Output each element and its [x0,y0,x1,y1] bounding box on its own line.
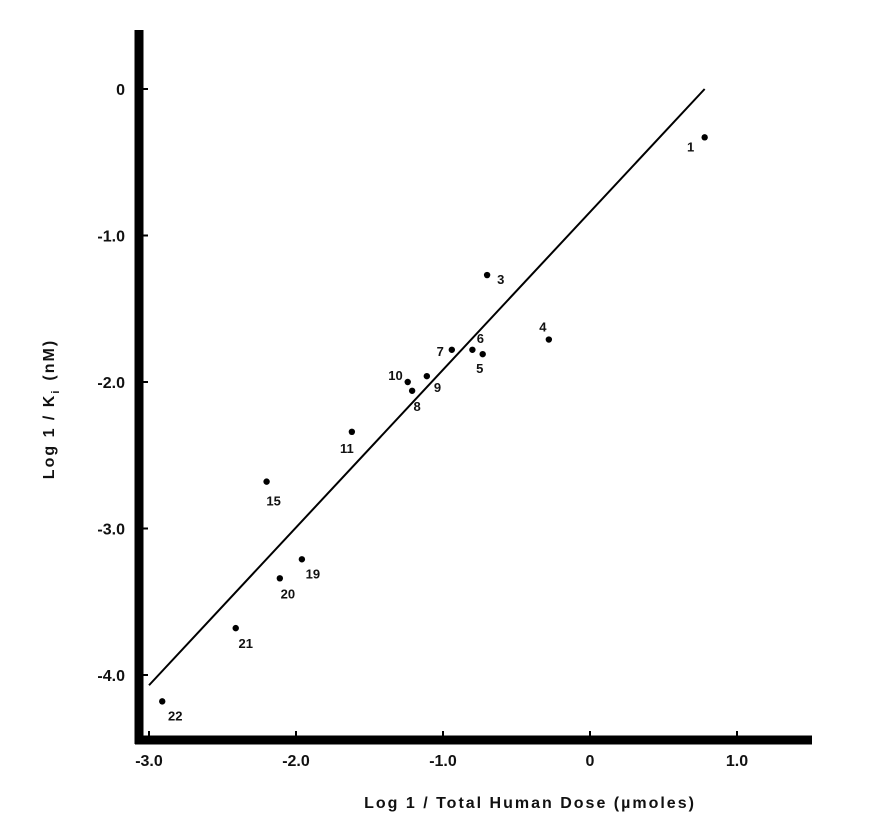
y-tick-label: 0 [116,82,125,99]
data-point-label: 22 [168,708,182,723]
data-point-label: 21 [238,636,252,651]
data-point-label: 9 [434,380,441,395]
y-tick-label: -1.0 [97,229,125,246]
y-axis-title-unit: (nM) [41,339,58,381]
data-point [479,350,486,358]
y-tick-label: -4.0 [97,668,125,685]
data-point [404,378,411,386]
data-points [159,134,708,705]
data-point-label: 3 [497,272,504,287]
axes [134,30,812,745]
y-axis-title: Log 1 / Ki (nM) [41,339,62,479]
point-labels: 1 3 4 5 6 7 89 10 11 15 19 20 21 22 [168,139,694,723]
x-ticks: -3.0 -2.0 -1.0 0 1.0 [135,731,748,770]
y-ticks: 0 -1.0 -2.0 -3.0 -4.0 [97,82,148,685]
data-point-label: 8 [414,399,421,414]
y-tick-label: -2.0 [97,375,125,392]
data-point [469,346,476,353]
data-point [448,346,456,353]
data-point-label: 19 [306,566,320,581]
data-point [483,271,491,279]
data-point [263,478,270,485]
data-point [701,134,708,141]
data-point [276,575,284,582]
x-tick-label: -3.0 [135,753,163,770]
data-point-label: 10 [388,368,402,383]
y-axis-title-subscript: i [50,389,62,394]
x-axis-title: Log 1 / Total Human Dose (µmoles) [364,795,696,812]
x-tick-label: 0 [586,753,595,770]
data-point [298,556,306,563]
x-tick-label: 1.0 [726,753,748,770]
data-point [159,698,166,705]
data-point [408,387,416,394]
data-point-label: 1 [687,139,694,154]
data-point-label: 15 [266,494,280,509]
x-tick-label: -2.0 [282,753,310,770]
data-point-label: 20 [281,586,295,601]
data-point [423,372,431,380]
data-point-label: 6 [477,331,484,346]
data-point-label: 5 [476,361,483,376]
x-tick-label: -1.0 [429,753,457,770]
data-point [232,624,239,632]
data-point [545,336,553,343]
data-point-label: 7 [437,344,444,359]
y-axis-title-main: Log 1 / K [41,394,58,480]
data-point-label: 11 [340,441,354,456]
regression-line [148,88,706,686]
y-tick-label: -3.0 [97,522,125,539]
data-point-label: 4 [539,320,547,335]
regression-line-layer [148,88,706,686]
data-point [348,428,356,436]
